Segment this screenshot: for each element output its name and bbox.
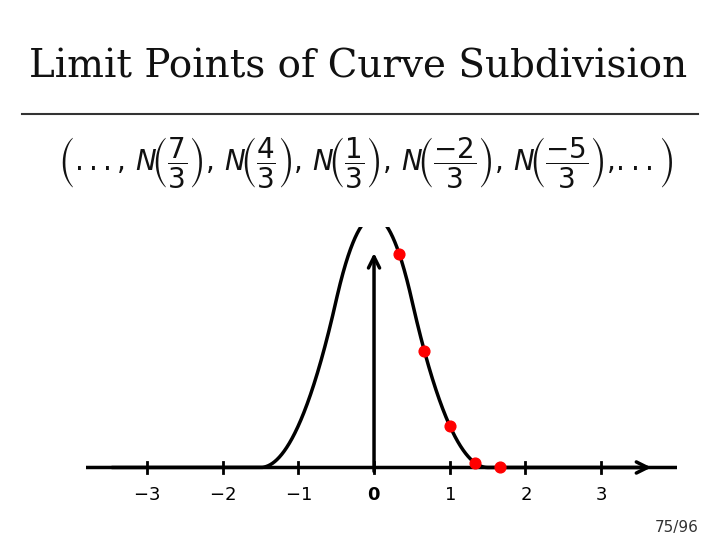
Text: $-1$: $-1$ [285,486,312,504]
Text: $-2$: $-2$ [210,486,236,504]
Point [368,212,379,221]
Text: $-3$: $-3$ [133,486,161,504]
Text: $3$: $3$ [595,486,607,504]
Text: Limit Points of Curve Subdivision: Limit Points of Curve Subdivision [29,49,687,86]
Point [419,347,431,356]
Text: $\left(...,\, N\!\left(\dfrac{7}{3}\right),\, N\!\left(\dfrac{4}{3}\right),\, N\: $\left(...,\, N\!\left(\dfrac{7}{3}\righ… [58,135,673,190]
Point [495,463,506,472]
Text: $\mathbf{0}$: $\mathbf{0}$ [367,486,381,504]
Text: $1$: $1$ [444,486,456,504]
Text: 75/96: 75/96 [654,519,698,535]
Point [444,421,456,430]
Point [394,249,405,258]
Text: $2$: $2$ [520,486,531,504]
Point [469,458,481,467]
